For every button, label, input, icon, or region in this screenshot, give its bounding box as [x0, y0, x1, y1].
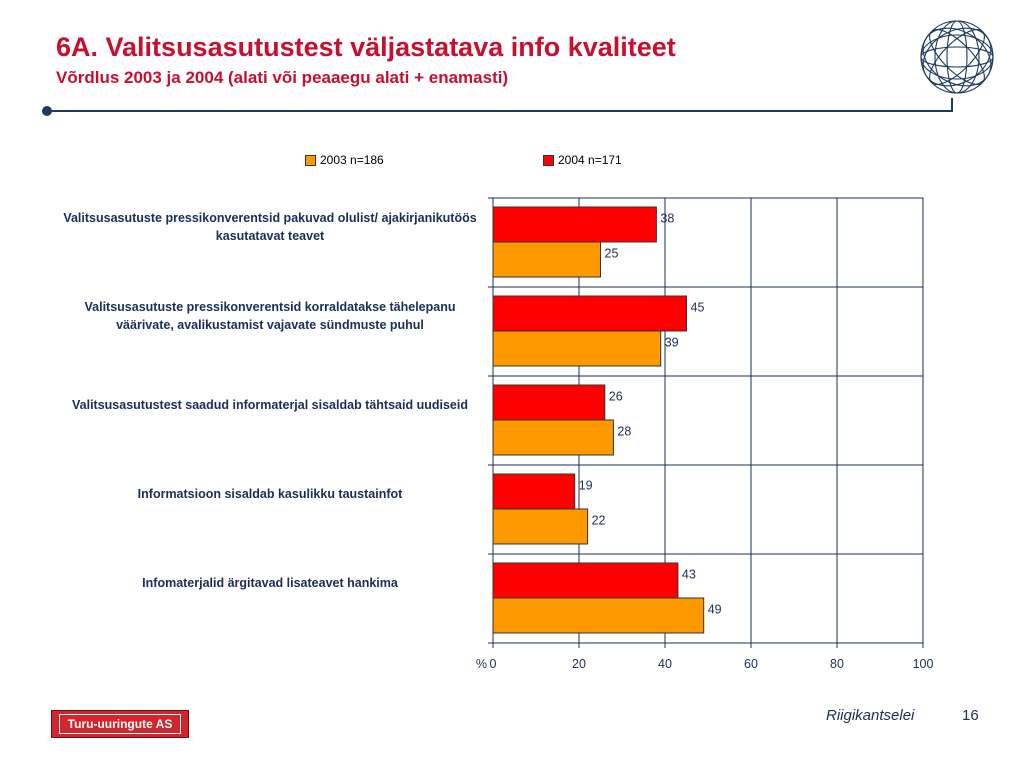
header-rule-tick [951, 98, 953, 112]
slide-subtitle: Võrdlus 2003 ja 2004 (alati või peaaegu … [56, 68, 509, 87]
bar-2004 [492, 384, 606, 421]
header-rule-dot [42, 106, 52, 116]
legend-swatch-2003 [305, 154, 316, 166]
category-label: Valitsusasutuste pressikonverentsid korr… [84, 299, 456, 332]
legend-label-2004: 2004 n=171 [558, 153, 622, 167]
data-label-2004: 26 [609, 390, 623, 404]
footer-source: Riigikantselei [826, 707, 915, 724]
header-rule [47, 110, 953, 112]
data-label-2004: 38 [660, 212, 674, 226]
bar-2004 [492, 562, 679, 599]
category-label: Valitsusasutustest saadud informaterjal … [72, 397, 468, 412]
data-label-2004: 19 [579, 479, 593, 493]
x-tick-label: 0 [490, 657, 497, 671]
company-logo-text: Turu-uuringute AS [58, 714, 182, 734]
category-label: Infomaterjalid ärgitavad lisateavet hank… [142, 575, 398, 590]
bar-2003 [492, 241, 601, 278]
company-logo: Turu-uuringute AS [51, 710, 189, 738]
category-label: Valitsusasutuste pressikonverentsid paku… [63, 210, 477, 243]
data-label-2003: 28 [617, 425, 631, 439]
legend-item-2003: 2003 n=186 [305, 153, 384, 167]
legend-label-2003: 2003 n=186 [320, 153, 384, 167]
x-tick-label: 80 [830, 657, 844, 671]
page-number: 16 [962, 707, 979, 724]
x-tick-label: 60 [744, 657, 758, 671]
x-tick-label: 40 [658, 657, 672, 671]
bar-2004 [492, 295, 687, 332]
globe-logo-icon [920, 20, 994, 94]
category-label: Informatsioon sisaldab kasulikku taustai… [137, 486, 403, 501]
bar-2004 [492, 206, 657, 243]
data-label-2003: 22 [592, 514, 606, 528]
bar-2003 [492, 597, 705, 634]
bar-2004 [492, 473, 576, 510]
bar-2003 [492, 419, 614, 456]
data-label-2003: 25 [605, 247, 619, 261]
data-label-2004: 45 [691, 301, 705, 315]
legend-swatch-2004 [543, 154, 554, 166]
data-label-2003: 49 [708, 603, 722, 617]
x-tick-label: 100 [913, 657, 934, 671]
x-axis-label: % [476, 657, 487, 671]
data-label-2004: 43 [682, 568, 696, 582]
bar-2003 [492, 508, 589, 545]
bar-2003 [492, 330, 662, 367]
x-tick-label: 20 [572, 657, 586, 671]
data-label-2003: 39 [665, 336, 679, 350]
legend-item-2004: 2004 n=171 [543, 153, 622, 167]
slide-title: 6A. Valitsusasutustest väljastatava info… [56, 32, 676, 62]
